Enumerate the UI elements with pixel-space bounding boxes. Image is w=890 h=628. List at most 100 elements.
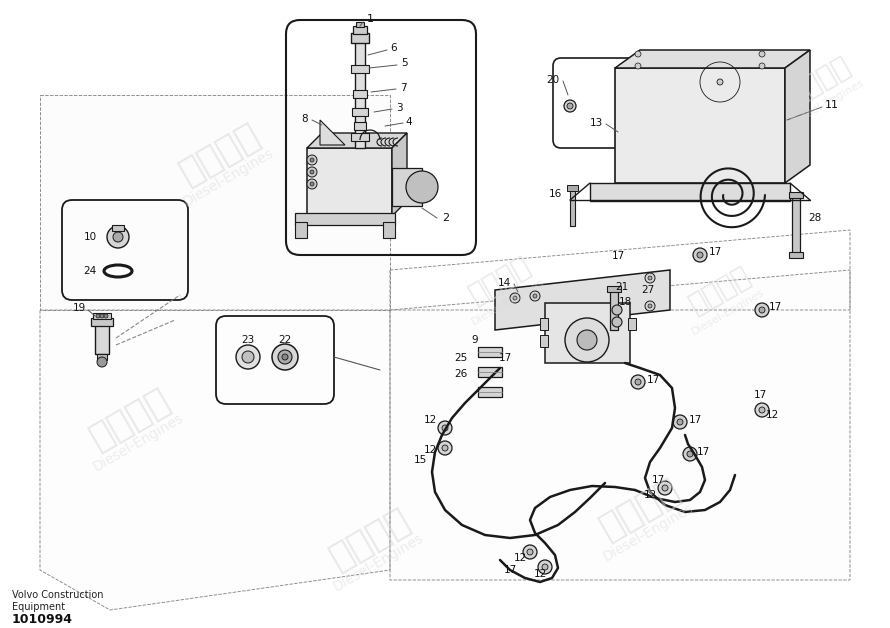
Text: 17: 17 (646, 375, 659, 385)
Circle shape (236, 345, 260, 369)
Circle shape (310, 158, 314, 162)
Circle shape (564, 100, 576, 112)
Bar (95, 322, 109, 354)
Text: 17: 17 (708, 247, 722, 257)
Text: 1: 1 (367, 14, 374, 24)
Text: 9: 9 (472, 335, 478, 345)
Bar (383, 222, 395, 238)
Circle shape (307, 167, 317, 177)
Bar (351, 33, 369, 43)
Circle shape (310, 182, 314, 186)
Circle shape (759, 307, 765, 313)
Circle shape (282, 354, 288, 360)
Bar (91, 318, 113, 326)
Bar (354, 122, 366, 130)
Bar (615, 68, 785, 183)
Text: 10: 10 (84, 232, 96, 242)
Text: 1010994: 1010994 (12, 613, 73, 626)
Bar (351, 65, 369, 73)
Circle shape (513, 296, 517, 300)
Circle shape (565, 318, 609, 362)
Text: 紫发动力: 紫发动力 (174, 119, 266, 192)
Bar (789, 192, 803, 198)
Bar (540, 335, 548, 347)
Polygon shape (40, 95, 390, 310)
Circle shape (683, 447, 697, 461)
Text: 13: 13 (589, 118, 603, 128)
Circle shape (697, 252, 703, 258)
Bar (590, 183, 790, 201)
Text: 4: 4 (406, 117, 412, 127)
Circle shape (100, 314, 104, 318)
Text: 14: 14 (498, 278, 511, 288)
Bar (356, 22, 364, 27)
Text: 12: 12 (533, 569, 546, 579)
Circle shape (635, 63, 641, 69)
Text: Diesel-Engines: Diesel-Engines (600, 501, 696, 563)
Text: 11: 11 (825, 100, 839, 110)
Text: 紫发动力: 紫发动力 (465, 251, 536, 309)
Text: Diesel-Engines: Diesel-Engines (690, 287, 766, 337)
Circle shape (658, 481, 672, 495)
Circle shape (635, 51, 641, 57)
Polygon shape (615, 50, 810, 68)
Circle shape (442, 445, 448, 451)
Polygon shape (390, 270, 850, 580)
Bar (540, 318, 548, 330)
Circle shape (631, 375, 645, 389)
Bar (610, 290, 618, 330)
Circle shape (755, 403, 769, 417)
Circle shape (577, 330, 597, 350)
Circle shape (527, 549, 533, 555)
Circle shape (759, 51, 765, 57)
Circle shape (242, 351, 254, 363)
Text: 28: 28 (808, 213, 821, 223)
Polygon shape (785, 50, 810, 183)
Circle shape (272, 344, 298, 370)
Polygon shape (392, 133, 407, 216)
Circle shape (645, 273, 655, 283)
Bar (478, 347, 502, 357)
Bar (628, 318, 636, 330)
Bar (607, 286, 621, 292)
Circle shape (310, 170, 314, 174)
Polygon shape (40, 310, 390, 610)
Text: 23: 23 (241, 335, 255, 345)
Circle shape (97, 357, 107, 367)
Text: 26: 26 (455, 369, 467, 379)
Text: 16: 16 (548, 189, 562, 199)
Text: 17: 17 (768, 302, 781, 312)
Circle shape (542, 564, 548, 570)
Circle shape (755, 303, 769, 317)
Text: 19: 19 (72, 303, 85, 313)
Text: 17: 17 (498, 353, 512, 363)
Circle shape (635, 379, 641, 385)
Circle shape (107, 226, 129, 248)
Circle shape (759, 407, 765, 413)
Text: 8: 8 (302, 114, 308, 124)
Bar (353, 90, 367, 98)
Polygon shape (320, 120, 345, 145)
Bar (353, 26, 367, 34)
Bar (478, 367, 502, 377)
Text: Diesel-Engines: Diesel-Engines (470, 277, 546, 327)
Bar (478, 387, 502, 397)
Text: 紫发动力: 紫发动力 (684, 261, 756, 319)
Text: 12: 12 (514, 553, 527, 563)
Text: 24: 24 (84, 266, 97, 276)
Text: 17: 17 (688, 415, 701, 425)
Circle shape (645, 301, 655, 311)
Text: 17: 17 (611, 251, 625, 261)
Circle shape (662, 485, 668, 491)
Circle shape (406, 171, 438, 203)
Bar (93, 313, 111, 319)
Circle shape (438, 421, 452, 435)
Text: 5: 5 (400, 58, 408, 68)
Bar (352, 108, 368, 116)
Circle shape (612, 305, 622, 315)
Text: 17: 17 (753, 390, 766, 400)
Bar (545, 303, 630, 363)
Text: 紫发动力: 紫发动力 (324, 504, 416, 577)
Circle shape (278, 350, 292, 364)
Bar (295, 213, 395, 225)
